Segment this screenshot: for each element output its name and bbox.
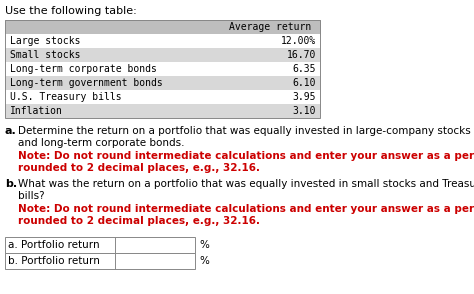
- Text: 6.10: 6.10: [292, 78, 316, 88]
- Text: b.: b.: [5, 179, 17, 189]
- Text: rounded to 2 decimal places, e.g., 32.16.: rounded to 2 decimal places, e.g., 32.16…: [18, 216, 260, 226]
- Text: Note: Do not round intermediate calculations and enter your answer as a percent: Note: Do not round intermediate calculat…: [18, 204, 474, 214]
- Bar: [5, 62, 320, 76]
- Bar: [5, 104, 320, 118]
- Text: b. Portfolio return: b. Portfolio return: [8, 256, 100, 266]
- Text: U.S. Treasury bills: U.S. Treasury bills: [10, 92, 122, 102]
- Text: Long-term corporate bonds: Long-term corporate bonds: [10, 64, 157, 74]
- Text: Long-term government bonds: Long-term government bonds: [10, 78, 163, 88]
- Text: 3.10: 3.10: [292, 106, 316, 116]
- Text: Average return: Average return: [229, 22, 311, 32]
- Bar: [5, 20, 320, 34]
- Bar: [5, 237, 195, 253]
- Text: What was the return on a portfolio that was equally invested in small stocks and: What was the return on a portfolio that …: [18, 179, 474, 189]
- Text: Large stocks: Large stocks: [10, 36, 81, 46]
- Text: a. Portfolio return: a. Portfolio return: [8, 240, 100, 250]
- Text: Note: Do not round intermediate calculations and enter your answer as a percent: Note: Do not round intermediate calculat…: [18, 151, 474, 161]
- Bar: [5, 90, 320, 104]
- Text: 3.95: 3.95: [292, 92, 316, 102]
- Text: rounded to 2 decimal places, e.g., 32.16.: rounded to 2 decimal places, e.g., 32.16…: [18, 163, 260, 173]
- Text: Small stocks: Small stocks: [10, 50, 81, 60]
- Text: 12.00%: 12.00%: [281, 36, 316, 46]
- Text: %: %: [199, 240, 209, 250]
- Text: and long-term corporate bonds.: and long-term corporate bonds.: [18, 138, 184, 148]
- Bar: [5, 76, 320, 90]
- Text: Use the following table:: Use the following table:: [5, 6, 137, 16]
- Bar: [5, 48, 320, 62]
- Text: 16.70: 16.70: [287, 50, 316, 60]
- Text: a.: a.: [5, 126, 17, 136]
- Text: bills?: bills?: [18, 191, 45, 201]
- Text: Determine the return on a portfolio that was equally invested in large-company s: Determine the return on a portfolio that…: [18, 126, 471, 136]
- Text: %: %: [199, 256, 209, 266]
- Bar: [5, 20, 320, 118]
- Text: Inflation: Inflation: [10, 106, 63, 116]
- Bar: [5, 253, 195, 269]
- Text: 6.35: 6.35: [292, 64, 316, 74]
- Bar: [5, 34, 320, 48]
